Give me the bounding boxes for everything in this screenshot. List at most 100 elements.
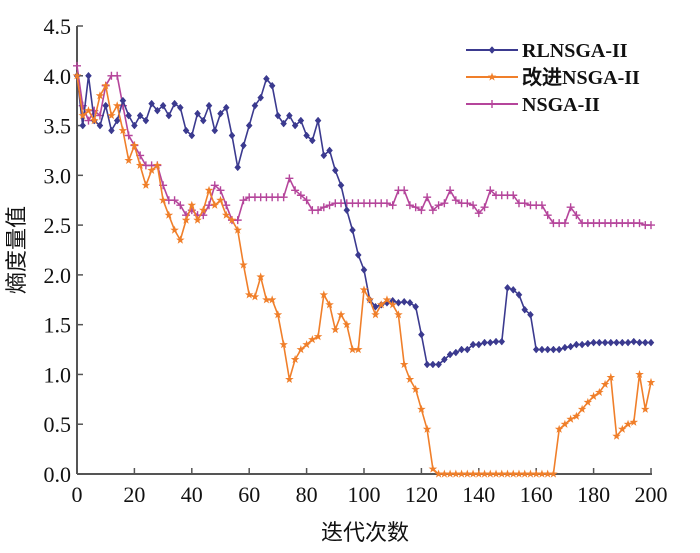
data-point-improved-nsga2	[107, 111, 116, 120]
data-point-improved-nsga2	[256, 272, 265, 281]
y-ticks: 0.0 0.5 1.0 1.5 2.0 2.5 3.0 3.5 4.0 4.5	[44, 14, 83, 487]
series-line-improved-nsga2	[76, 75, 652, 475]
series-improved-nsga2	[72, 71, 656, 478]
data-point-improved-nsga2	[572, 411, 581, 420]
data-point-rlnsga2	[532, 345, 540, 354]
data-point-rlnsga2	[303, 131, 310, 140]
data-point-rlnsga2	[228, 131, 236, 140]
data-point-nsga2	[170, 196, 179, 205]
data-point-improved-nsga2	[84, 106, 93, 115]
data-point-improved-nsga2	[365, 295, 375, 304]
data-point-improved-nsga2	[376, 300, 386, 309]
data-point-improved-nsga2	[595, 387, 604, 397]
x-tick-label: 120	[405, 482, 438, 507]
data-point-improved-nsga2	[250, 292, 260, 301]
data-point-improved-nsga2	[187, 200, 197, 209]
data-point-improved-nsga2	[480, 469, 489, 478]
data-point-improved-nsga2	[560, 419, 570, 428]
data-point-rlnsga2	[463, 345, 471, 354]
data-point-improved-nsga2	[331, 325, 340, 334]
data-point-nsga2	[279, 193, 288, 202]
data-point-improved-nsga2	[176, 235, 185, 244]
data-point-nsga2	[560, 219, 569, 228]
data-point-rlnsga2	[527, 310, 534, 319]
data-point-improved-nsga2	[359, 285, 369, 294]
data-point-rlnsga2	[343, 206, 351, 215]
data-point-improved-nsga2	[566, 414, 575, 423]
data-point-rlnsga2	[630, 337, 638, 346]
data-point-rlnsga2	[320, 151, 328, 160]
x-tick-label: 200	[635, 482, 668, 507]
data-point-improved-nsga2	[164, 210, 174, 219]
data-point-improved-nsga2	[130, 140, 139, 150]
data-point-improved-nsga2	[640, 404, 650, 413]
data-point-rlnsga2	[113, 116, 121, 125]
data-point-improved-nsga2	[308, 335, 317, 344]
x-tick-label: 160	[520, 482, 553, 507]
data-point-improved-nsga2	[583, 397, 593, 406]
data-point-nsga2	[520, 199, 529, 208]
y-tick-label: 3.0	[44, 163, 72, 188]
y-tick-label: 3.5	[44, 114, 72, 139]
data-point-improved-nsga2	[623, 419, 633, 428]
legend-label: NSGA-II	[522, 94, 600, 116]
data-point-improved-nsga2	[503, 469, 512, 478]
data-point-rlnsga2	[159, 101, 167, 110]
y-tick-label: 1.5	[44, 313, 72, 338]
data-point-rlnsga2	[314, 116, 322, 125]
data-point-rlnsga2	[245, 121, 253, 130]
data-point-rlnsga2	[590, 338, 597, 347]
data-point-nsga2	[400, 186, 409, 195]
data-point-nsga2	[296, 191, 305, 200]
data-point-rlnsga2	[578, 340, 586, 349]
data-point-nsga2	[434, 201, 443, 210]
data-point-nsga2	[411, 203, 420, 212]
data-point-improved-nsga2	[514, 469, 524, 478]
data-point-rlnsga2	[641, 338, 649, 347]
data-point-nsga2	[314, 206, 323, 215]
data-point-nsga2	[417, 206, 426, 215]
data-point-rlnsga2	[412, 302, 419, 311]
data-point-improved-nsga2	[227, 215, 237, 224]
x-tick-label: 100	[348, 482, 381, 507]
data-point-rlnsga2	[441, 355, 448, 364]
data-point-improved-nsga2	[147, 165, 156, 174]
data-point-improved-nsga2	[112, 101, 122, 110]
data-point-rlnsga2	[481, 338, 488, 347]
data-point-nsga2	[474, 209, 483, 218]
data-point-rlnsga2	[349, 226, 356, 234]
data-point-improved-nsga2	[210, 200, 220, 209]
data-point-nsga2	[463, 199, 472, 208]
data-point-nsga2	[635, 219, 644, 228]
data-point-rlnsga2	[561, 343, 569, 352]
data-point-improved-nsga2	[89, 116, 99, 125]
data-point-improved-nsga2	[124, 155, 133, 165]
data-point-nsga2	[319, 203, 328, 212]
data-point-rlnsga2	[550, 345, 557, 354]
data-point-improved-nsga2	[273, 310, 283, 319]
data-point-improved-nsga2	[468, 469, 478, 478]
legend-marker	[487, 72, 497, 81]
data-point-improved-nsga2	[336, 310, 346, 319]
data-point-rlnsga2	[297, 116, 305, 125]
data-point-rlnsga2	[555, 345, 563, 354]
data-point-rlnsga2	[567, 342, 574, 351]
data-point-nsga2	[205, 201, 214, 210]
data-point-rlnsga2	[400, 297, 408, 306]
data-point-rlnsga2	[188, 131, 196, 140]
data-point-rlnsga2	[268, 81, 276, 90]
data-point-rlnsga2	[492, 337, 500, 346]
data-point-rlnsga2	[613, 338, 620, 347]
data-point-rlnsga2	[222, 103, 230, 112]
series-rlnsga2	[73, 71, 655, 369]
data-point-rlnsga2	[395, 298, 402, 307]
data-point-rlnsga2	[538, 345, 546, 354]
x-tick-label: 40	[181, 482, 203, 507]
data-point-rlnsga2	[326, 146, 333, 155]
data-point-improved-nsga2	[554, 424, 564, 433]
data-point-improved-nsga2	[411, 384, 420, 394]
data-point-improved-nsga2	[445, 469, 455, 478]
data-point-improved-nsga2	[405, 374, 415, 384]
data-point-rlnsga2	[498, 337, 506, 346]
data-point-improved-nsga2	[399, 359, 409, 369]
